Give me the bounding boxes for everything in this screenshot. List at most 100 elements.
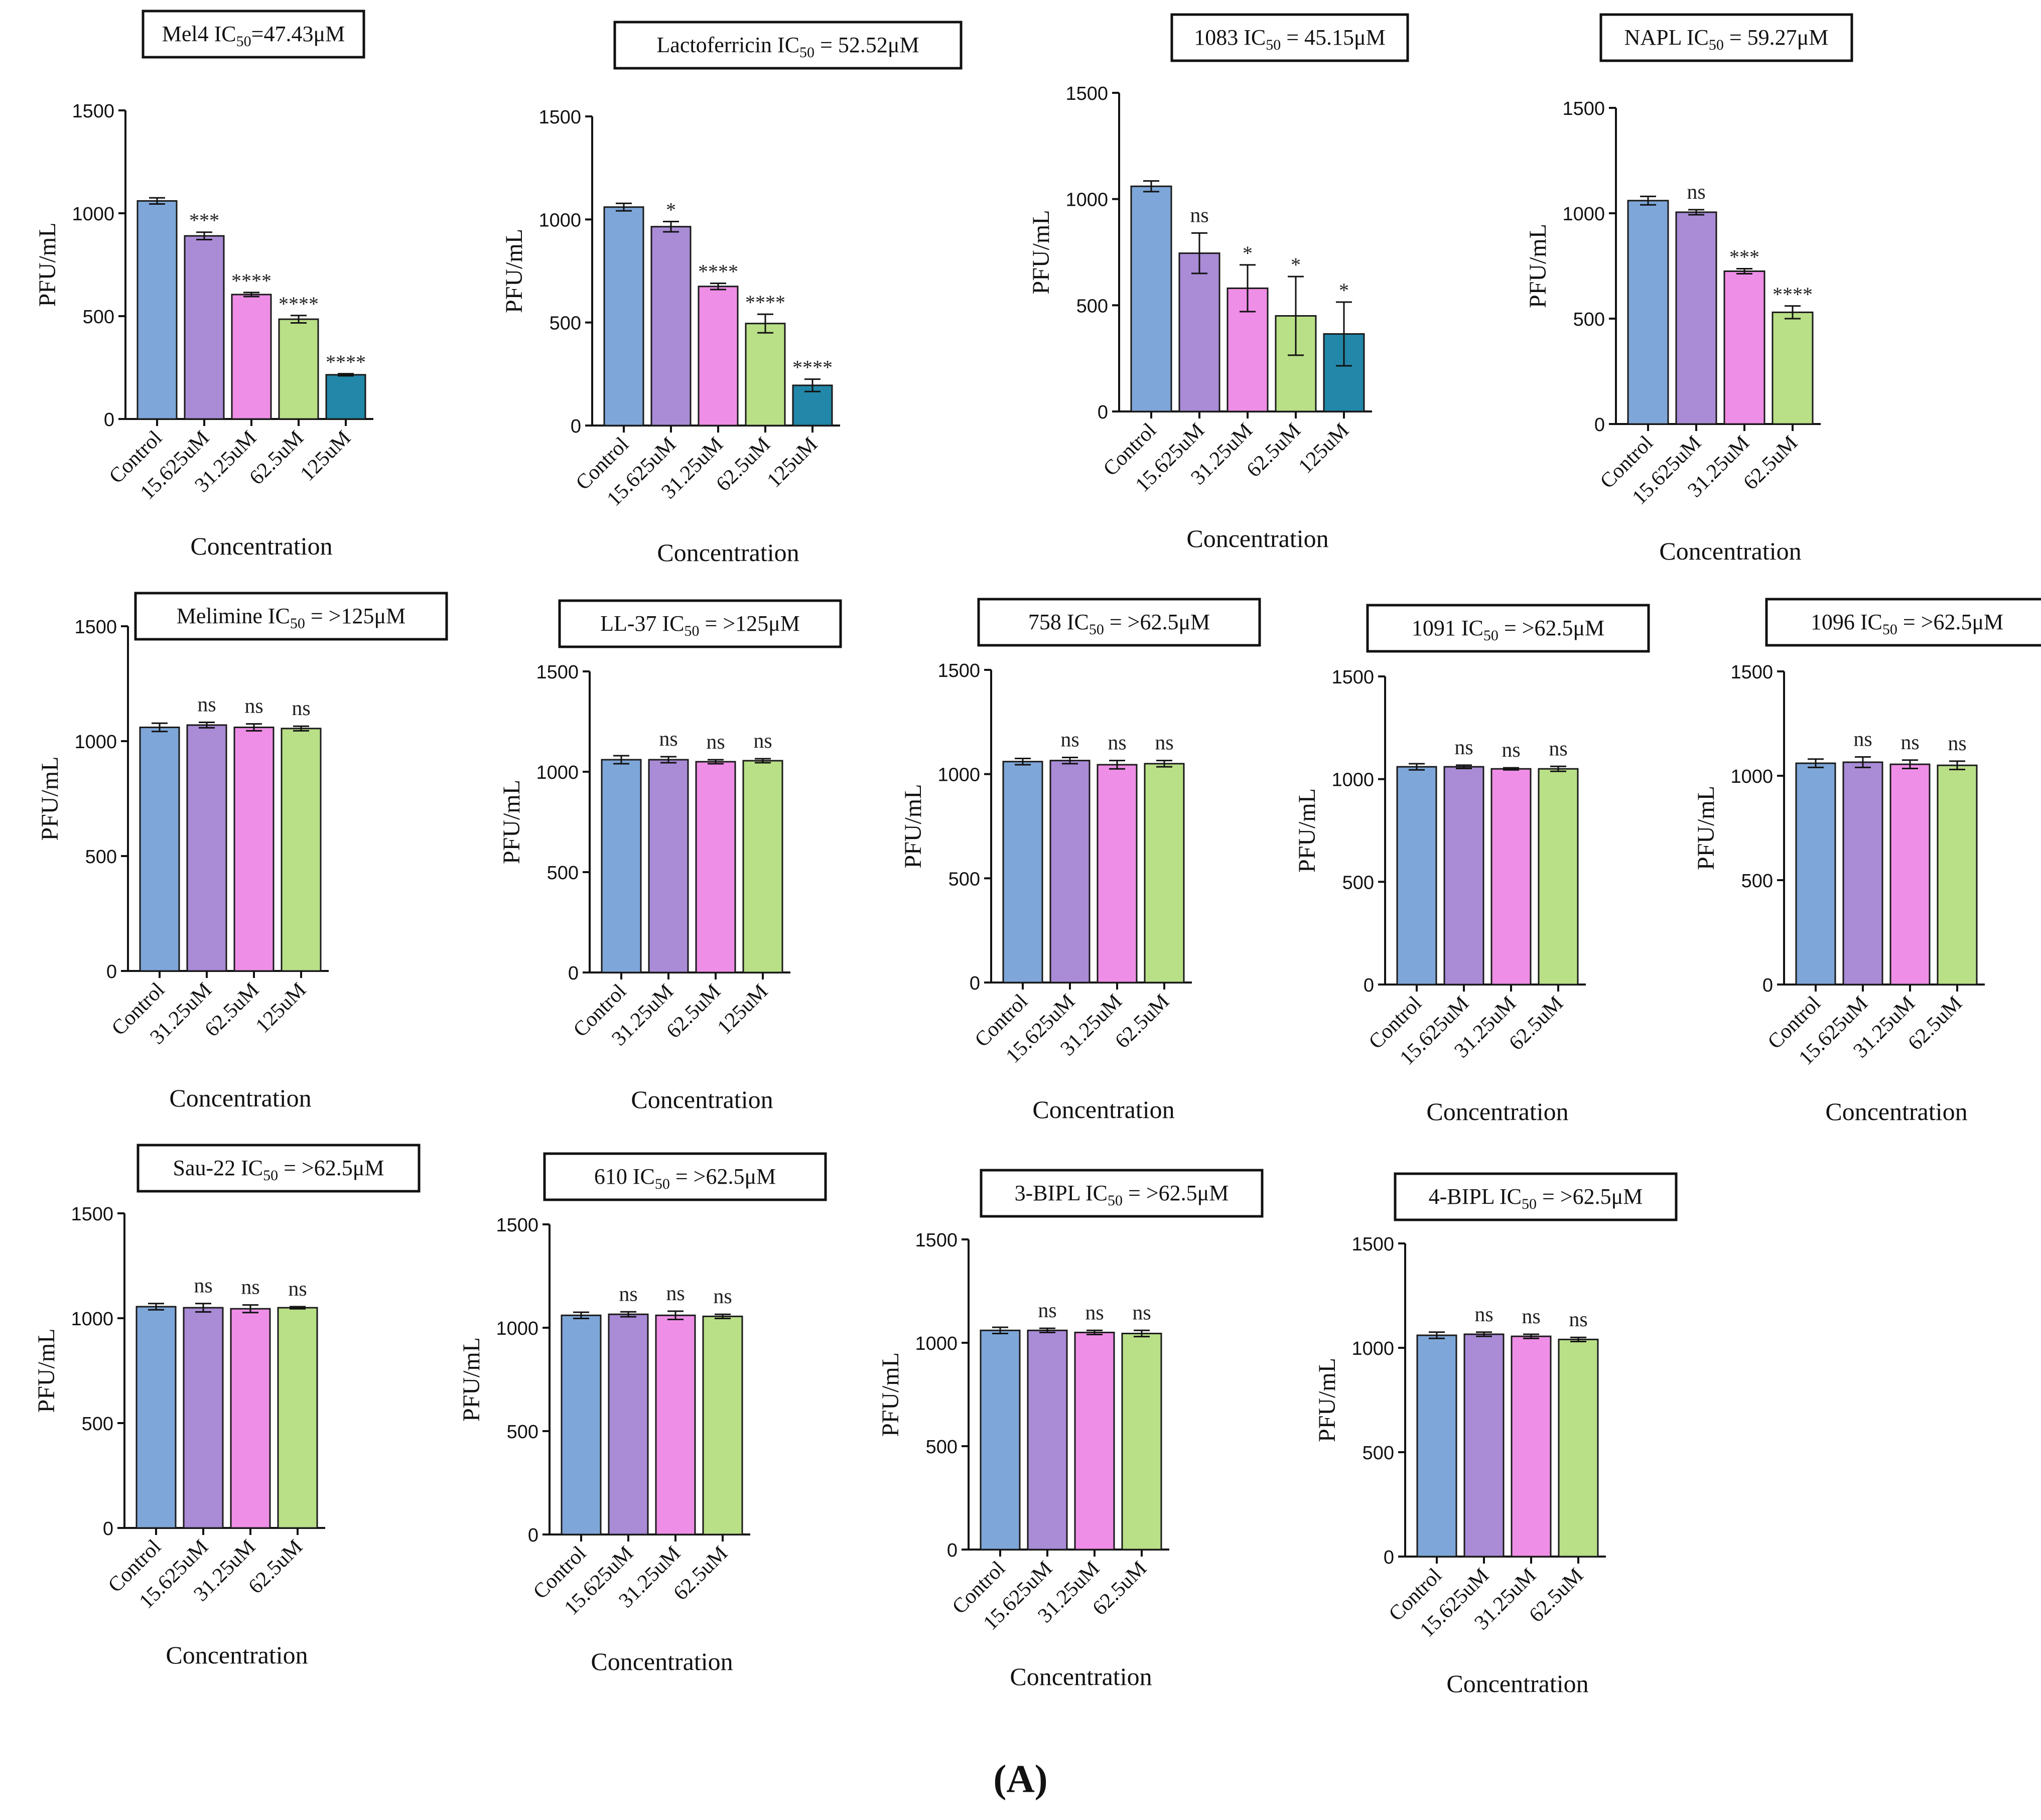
chart-title-subscript: 50 bbox=[1108, 1192, 1123, 1209]
x-tick-label: 125uM bbox=[763, 433, 822, 492]
y-tick-label: 1500 bbox=[937, 660, 980, 681]
chart-title-name: NAPL IC bbox=[1624, 25, 1709, 50]
chart-title-name: 610 IC bbox=[594, 1164, 655, 1189]
chart-panel-8: 1091 IC50 = >62.5μM 0 500 1000 1500 PFU/mL Con… bbox=[1294, 604, 1650, 1126]
y-tick-label: 1000 bbox=[496, 1318, 538, 1339]
y-tick-label: 0 bbox=[1098, 402, 1108, 423]
y-tick-label: 0 bbox=[1384, 1547, 1394, 1568]
x-tick-label: 62.5uM bbox=[1111, 990, 1174, 1053]
chart-title: 758 IC50 = >62.5μM bbox=[1028, 610, 1210, 638]
chart-title: Mel4 IC50=47.43μM bbox=[162, 22, 345, 50]
y-tick-label: 1500 bbox=[915, 1230, 958, 1251]
bar-15.625uM bbox=[1049, 760, 1091, 984]
x-tick-label: 62.5uM bbox=[712, 433, 775, 496]
bar-125uM bbox=[792, 384, 833, 427]
chart-title-value: = >62.5μM bbox=[1123, 1181, 1229, 1205]
bar-62.5uM bbox=[1558, 1338, 1599, 1558]
bar-62.5uM bbox=[1144, 763, 1185, 984]
y-axis-label: PFU/mL bbox=[33, 1328, 60, 1413]
x-tick-label: 62.5uM bbox=[1739, 432, 1802, 495]
significance-label: ns bbox=[1108, 732, 1126, 755]
bar-15.625uM bbox=[1675, 211, 1717, 425]
significance-label: ns bbox=[197, 693, 216, 716]
y-tick-label: 500 bbox=[550, 313, 581, 334]
chart-title-value: = >62.5μM bbox=[278, 1156, 384, 1180]
significance-label: ns bbox=[1155, 732, 1173, 755]
x-axis-label: Concentration bbox=[1010, 1662, 1152, 1691]
chart-title-value: = >62.5μM bbox=[1104, 610, 1210, 634]
significance-label: ns bbox=[1948, 732, 1966, 755]
chart-title-subscript: 50 bbox=[236, 33, 251, 50]
chart-title-name: Sau-22 IC bbox=[173, 1156, 263, 1180]
significance-label: ns bbox=[194, 1275, 212, 1298]
y-axis-label: PFU/mL bbox=[1028, 210, 1054, 294]
bar-Control bbox=[139, 727, 180, 972]
bar-Control bbox=[1002, 761, 1043, 984]
y-tick-label: 1000 bbox=[71, 1309, 113, 1330]
chart-title-name: 1083 IC bbox=[1194, 25, 1266, 50]
bar-125uM bbox=[325, 374, 366, 420]
chart-title: 1096 IC50 = >62.5μM bbox=[1811, 610, 2003, 638]
significance-label: ns bbox=[1502, 739, 1520, 762]
bar-31.25uM bbox=[1074, 1331, 1115, 1551]
y-tick-label: 500 bbox=[1741, 871, 1773, 892]
chart-title: Melimine IC50 = >125μM bbox=[177, 604, 405, 632]
chart-title-subscript: 50 bbox=[655, 1176, 670, 1192]
significance-label: ns bbox=[1853, 728, 1872, 751]
significance-label: ns bbox=[1569, 1308, 1587, 1331]
bar-Control bbox=[1396, 766, 1437, 986]
bar-Control bbox=[980, 1329, 1021, 1551]
bar-15.625uM bbox=[1842, 761, 1883, 986]
x-tick-label: 62.5uM bbox=[1088, 1557, 1151, 1620]
chart-title-name: 3-BIPL IC bbox=[1015, 1181, 1108, 1205]
significance-label: ns bbox=[1190, 204, 1208, 227]
bar-Control bbox=[1130, 185, 1172, 412]
significance-label: ns bbox=[666, 1282, 685, 1305]
chart-title-subscript: 50 bbox=[1522, 1196, 1537, 1212]
significance-label: *** bbox=[1729, 245, 1759, 268]
bar-62.5uM bbox=[277, 1307, 318, 1529]
y-tick-label: 500 bbox=[83, 307, 114, 328]
chart-title-name: 4-BIPL IC bbox=[1429, 1184, 1522, 1209]
bar-31.25uM bbox=[648, 759, 689, 973]
y-axis-label: PFU/mL bbox=[1525, 224, 1551, 308]
x-tick-label: 125uM bbox=[713, 980, 772, 1039]
chart-title-subscript: 50 bbox=[1709, 37, 1724, 53]
chart-title-subscript: 50 bbox=[290, 615, 305, 632]
x-axis-label: Concentration bbox=[591, 1647, 733, 1675]
bar-Control bbox=[603, 206, 644, 427]
significance-label: ns bbox=[1060, 728, 1079, 751]
x-tick-label: 62.5uM bbox=[1242, 419, 1305, 482]
significance-label: ns bbox=[1454, 736, 1473, 759]
chart-panel-11: 610 IC50 = >62.5μM050010001500PFU/mLCont… bbox=[458, 1152, 827, 1675]
chart-panel-10: Sau-22 IC50 = >62.5μM 0 500 1000 1500 PFU/mL C… bbox=[33, 1144, 421, 1669]
significance-label: ns bbox=[292, 697, 310, 720]
x-axis-label: Concentration bbox=[1446, 1669, 1588, 1698]
significance-label: * bbox=[1291, 253, 1301, 276]
figure-label: (A) bbox=[993, 1757, 1048, 1800]
chart-panel-9: 1096 IC50 = >62.5μM 0 500 1000 1500 PFU/mL Con… bbox=[1693, 598, 2041, 1126]
chart-title-value: = >62.5μM bbox=[1499, 616, 1604, 640]
y-tick-label: 1500 bbox=[1331, 667, 1374, 688]
significance-label: * bbox=[1243, 242, 1253, 264]
x-tick-label: 62.5uM bbox=[1903, 992, 1967, 1055]
y-tick-label: 0 bbox=[1762, 975, 1773, 996]
y-tick-label: 500 bbox=[85, 847, 117, 868]
y-tick-label: 0 bbox=[528, 1525, 538, 1546]
y-axis-label: PFU/mL bbox=[34, 222, 61, 307]
chart-title-name: 1091 IC bbox=[1412, 616, 1483, 640]
bar-62.5uM bbox=[278, 318, 319, 420]
y-tick-label: 500 bbox=[547, 863, 579, 884]
x-axis-label: Concentration bbox=[190, 532, 332, 560]
chart-title: Sau-22 IC50 = >62.5μM bbox=[173, 1156, 384, 1184]
x-axis-label: Concentration bbox=[1426, 1097, 1568, 1126]
chart-title-value: = 52.52μM bbox=[814, 33, 919, 57]
y-tick-label: 1000 bbox=[1562, 204, 1605, 225]
bar-31.25uM bbox=[230, 1308, 271, 1529]
bar-15.625uM bbox=[1463, 1333, 1505, 1558]
chart-title-subscript: 50 bbox=[1266, 37, 1281, 53]
y-tick-label: 500 bbox=[1342, 872, 1374, 893]
chart-title-value: =47.43μM bbox=[251, 22, 345, 46]
x-axis-label: Concentration bbox=[631, 1085, 773, 1113]
bar-15.625uM bbox=[183, 1307, 224, 1529]
